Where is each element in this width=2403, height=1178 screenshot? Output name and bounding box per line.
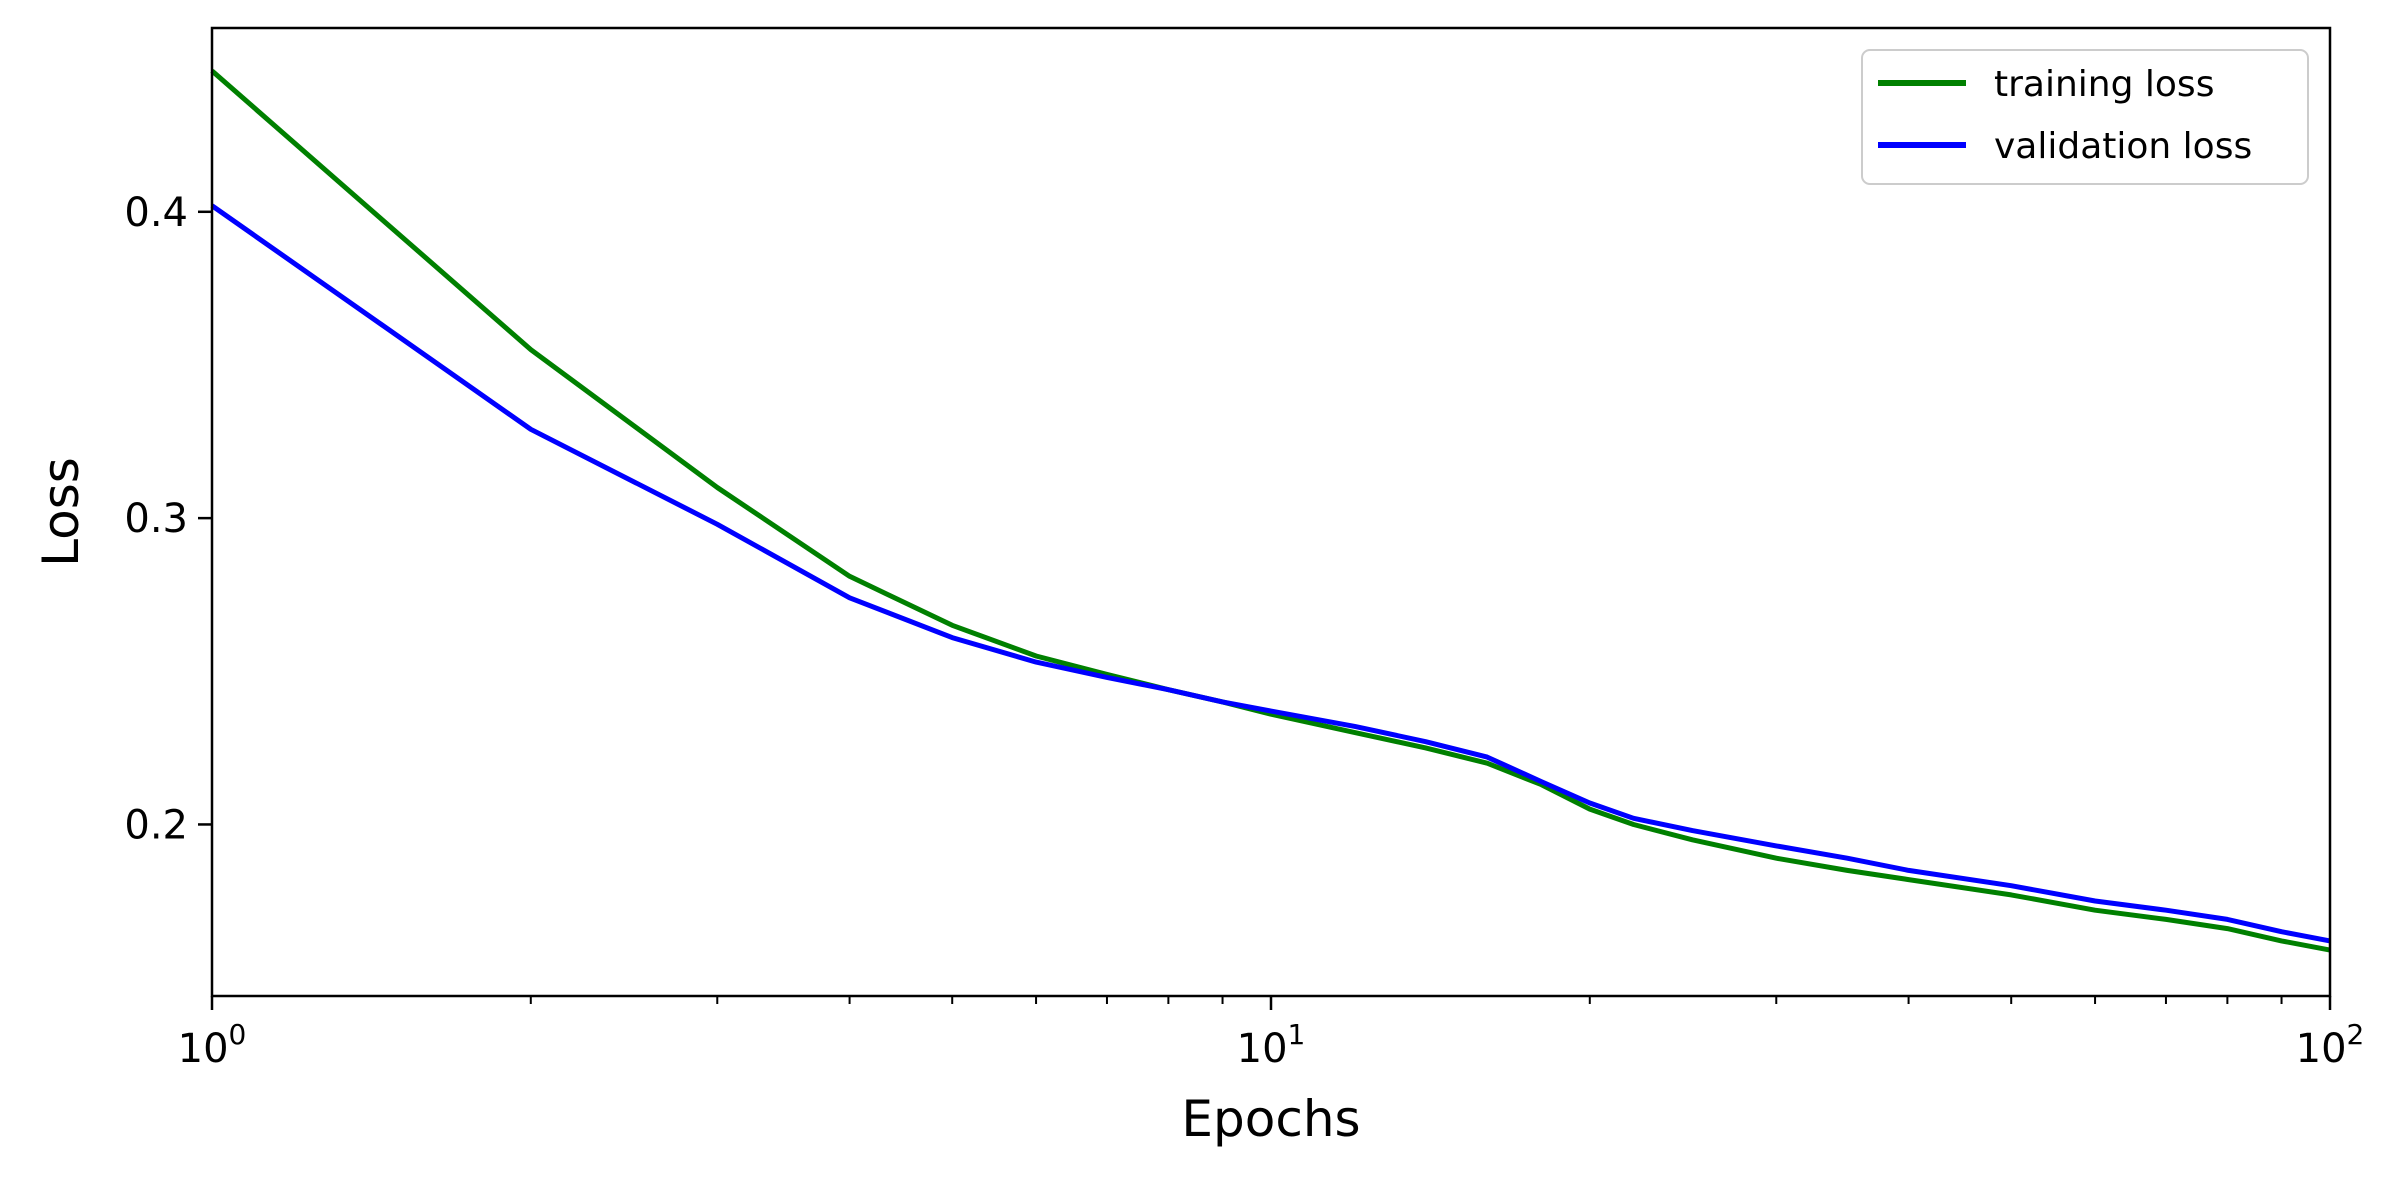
series-layer bbox=[210, 69, 2331, 953]
series-line-1 bbox=[210, 203, 2331, 944]
x-axis-label: Epochs bbox=[1181, 1090, 1360, 1148]
legend-label-training: training loss bbox=[1994, 64, 2214, 105]
x-tick-label: 101 bbox=[1237, 1018, 1306, 1072]
y-tick-label: 0.4 bbox=[124, 190, 188, 236]
series-line-0 bbox=[210, 69, 2331, 953]
x-tick-label: 100 bbox=[178, 1018, 247, 1072]
y-tick-label: 0.2 bbox=[124, 802, 188, 848]
y-tick-label: 0.3 bbox=[124, 496, 188, 542]
x-tick-label: 102 bbox=[2296, 1018, 2365, 1072]
legend-label-validation: validation loss bbox=[1994, 126, 2252, 167]
y-axis-ticks: 0.2 0.3 0.4 bbox=[124, 190, 212, 848]
y-axis-label: Loss bbox=[32, 457, 90, 567]
x-axis-ticks: 100 101 102 bbox=[178, 996, 2365, 1072]
legend-frame bbox=[1861, 49, 2309, 185]
legend: training loss validation loss bbox=[1861, 49, 2309, 185]
